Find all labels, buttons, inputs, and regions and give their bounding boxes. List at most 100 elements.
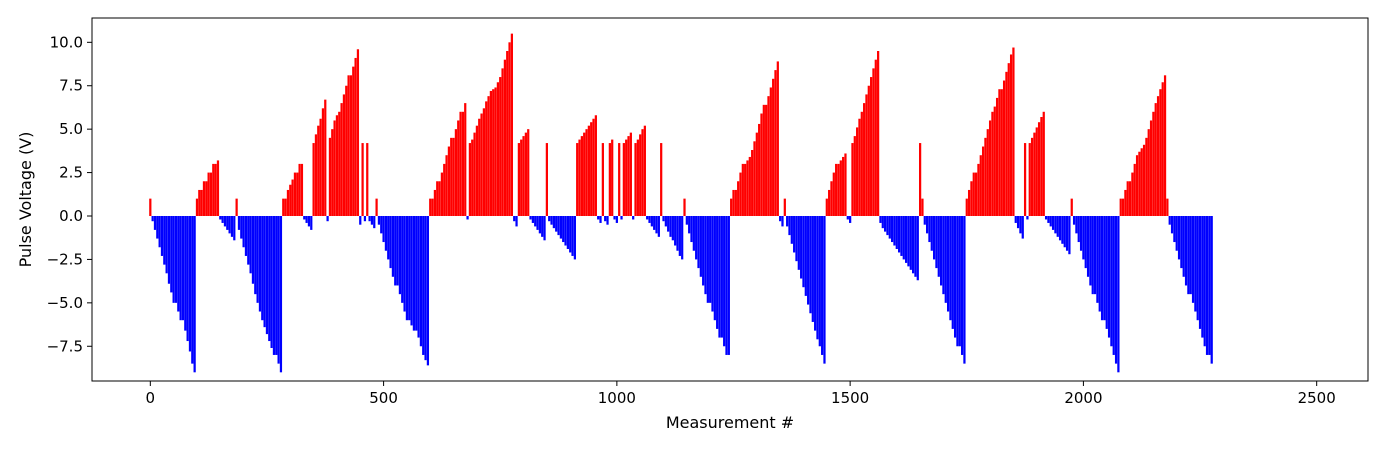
- pulse-bar: [769, 87, 772, 216]
- pulse-bar: [1063, 216, 1066, 248]
- pulse-bar: [646, 216, 649, 220]
- pulse-bar: [347, 75, 350, 216]
- pulse-bar: [1189, 216, 1192, 295]
- pulse-bar: [748, 156, 751, 216]
- pulse-bar: [384, 216, 388, 251]
- pulse-bar: [909, 216, 912, 270]
- pulse-bar: [1009, 54, 1013, 217]
- pulse-bar: [727, 216, 730, 355]
- pulse-bar: [1058, 216, 1062, 241]
- x-tick-label: 2000: [1064, 389, 1102, 407]
- pulse-bar: [569, 216, 572, 253]
- pulse-bar: [377, 216, 381, 225]
- pulse-bar: [454, 129, 458, 216]
- pulse-bar: [228, 216, 231, 234]
- pulse-bar: [984, 137, 987, 216]
- pulse-bar: [914, 216, 917, 277]
- pulse-bar: [284, 198, 287, 216]
- pulse-bar: [744, 163, 747, 216]
- pulse-bar: [429, 198, 432, 216]
- pulse-bar: [993, 106, 996, 216]
- pulse-bar: [1098, 216, 1101, 312]
- pulse-bar: [856, 127, 859, 216]
- pulse-bar: [373, 216, 376, 229]
- x-tick-label: 1000: [598, 389, 636, 407]
- pulse-bar: [552, 216, 555, 229]
- pulse-bar: [900, 216, 903, 256]
- pulse-bar: [370, 216, 374, 225]
- pulse-bar: [410, 216, 413, 326]
- pulse-bar: [212, 163, 215, 216]
- pulse-bar: [1210, 216, 1213, 364]
- pulse-bar: [389, 216, 392, 269]
- pulse-bar: [1002, 80, 1006, 217]
- pulse-bar: [396, 216, 399, 286]
- pulse-bar: [907, 216, 910, 267]
- pulse-bar: [1126, 181, 1129, 216]
- pulse-bar: [1077, 216, 1080, 243]
- pulse-bar: [286, 189, 290, 216]
- pulse-bar: [403, 216, 406, 312]
- pulse-bar: [291, 179, 294, 216]
- pulse-bar: [963, 216, 966, 364]
- pulse-bar: [706, 216, 709, 303]
- pulse-bar: [916, 216, 919, 281]
- pulse-bar: [251, 216, 255, 284]
- pulse-bar: [1124, 189, 1127, 216]
- pulse-bar: [265, 216, 269, 335]
- pulse-bar: [585, 129, 588, 216]
- pulse-bar: [828, 189, 831, 216]
- pulse-bar: [1093, 216, 1097, 295]
- pulse-bar: [1131, 172, 1134, 216]
- pulse-bar: [445, 155, 448, 216]
- pulse-bar: [564, 216, 567, 246]
- pulse-bar: [832, 172, 835, 216]
- pulse-bar: [555, 216, 558, 232]
- pulse-bar: [492, 89, 495, 216]
- pulse-bar: [622, 143, 625, 216]
- pulse-bar: [881, 216, 884, 229]
- pulse-bar: [1194, 216, 1197, 312]
- y-tick-label: 5.0: [59, 120, 83, 138]
- pulse-bar: [499, 77, 502, 216]
- pulse-bar: [1149, 120, 1153, 216]
- pulse-bar: [200, 189, 203, 216]
- plot-frame: [91, 17, 1369, 382]
- pulse-bar: [636, 139, 639, 216]
- pulse-bar: [559, 216, 562, 239]
- pulse-bar: [790, 216, 793, 244]
- pulse-bar: [620, 216, 623, 220]
- pulse-bar: [431, 198, 434, 216]
- pulse-bar: [1128, 181, 1132, 216]
- pulse-bar: [496, 82, 500, 217]
- pulse-bar: [522, 136, 525, 216]
- pulse-bar: [508, 42, 511, 216]
- pulse-bar: [716, 216, 719, 329]
- pulse-bar: [387, 216, 390, 260]
- pulse-bar: [233, 216, 236, 241]
- pulse-bar: [298, 163, 301, 216]
- pulse-bar: [685, 216, 688, 225]
- pulse-bar: [237, 216, 241, 230]
- pulse-bar: [279, 216, 283, 373]
- pulse-bar: [151, 216, 154, 222]
- pulse-bar: [541, 216, 544, 237]
- pulse-bar: [517, 143, 521, 216]
- pulse-bar: [179, 216, 182, 321]
- y-tick-label: 2.5: [59, 164, 83, 182]
- pulse-bar: [1075, 216, 1078, 234]
- pulse-bar: [466, 216, 469, 220]
- pulse-bar: [587, 125, 590, 216]
- pulse-bar: [314, 134, 318, 216]
- pulse-bar: [1014, 216, 1017, 223]
- pulse-bar: [998, 89, 1001, 216]
- pulse-bar: [520, 139, 523, 216]
- pulse-bar: [711, 216, 714, 312]
- pulse-bar: [163, 216, 166, 265]
- pulse-bar: [153, 216, 157, 230]
- pulse-bar: [510, 33, 514, 217]
- pulse-bar: [935, 216, 938, 269]
- pulse-bar: [172, 216, 175, 303]
- pulse-bar: [953, 216, 957, 338]
- pulse-bar: [261, 216, 264, 321]
